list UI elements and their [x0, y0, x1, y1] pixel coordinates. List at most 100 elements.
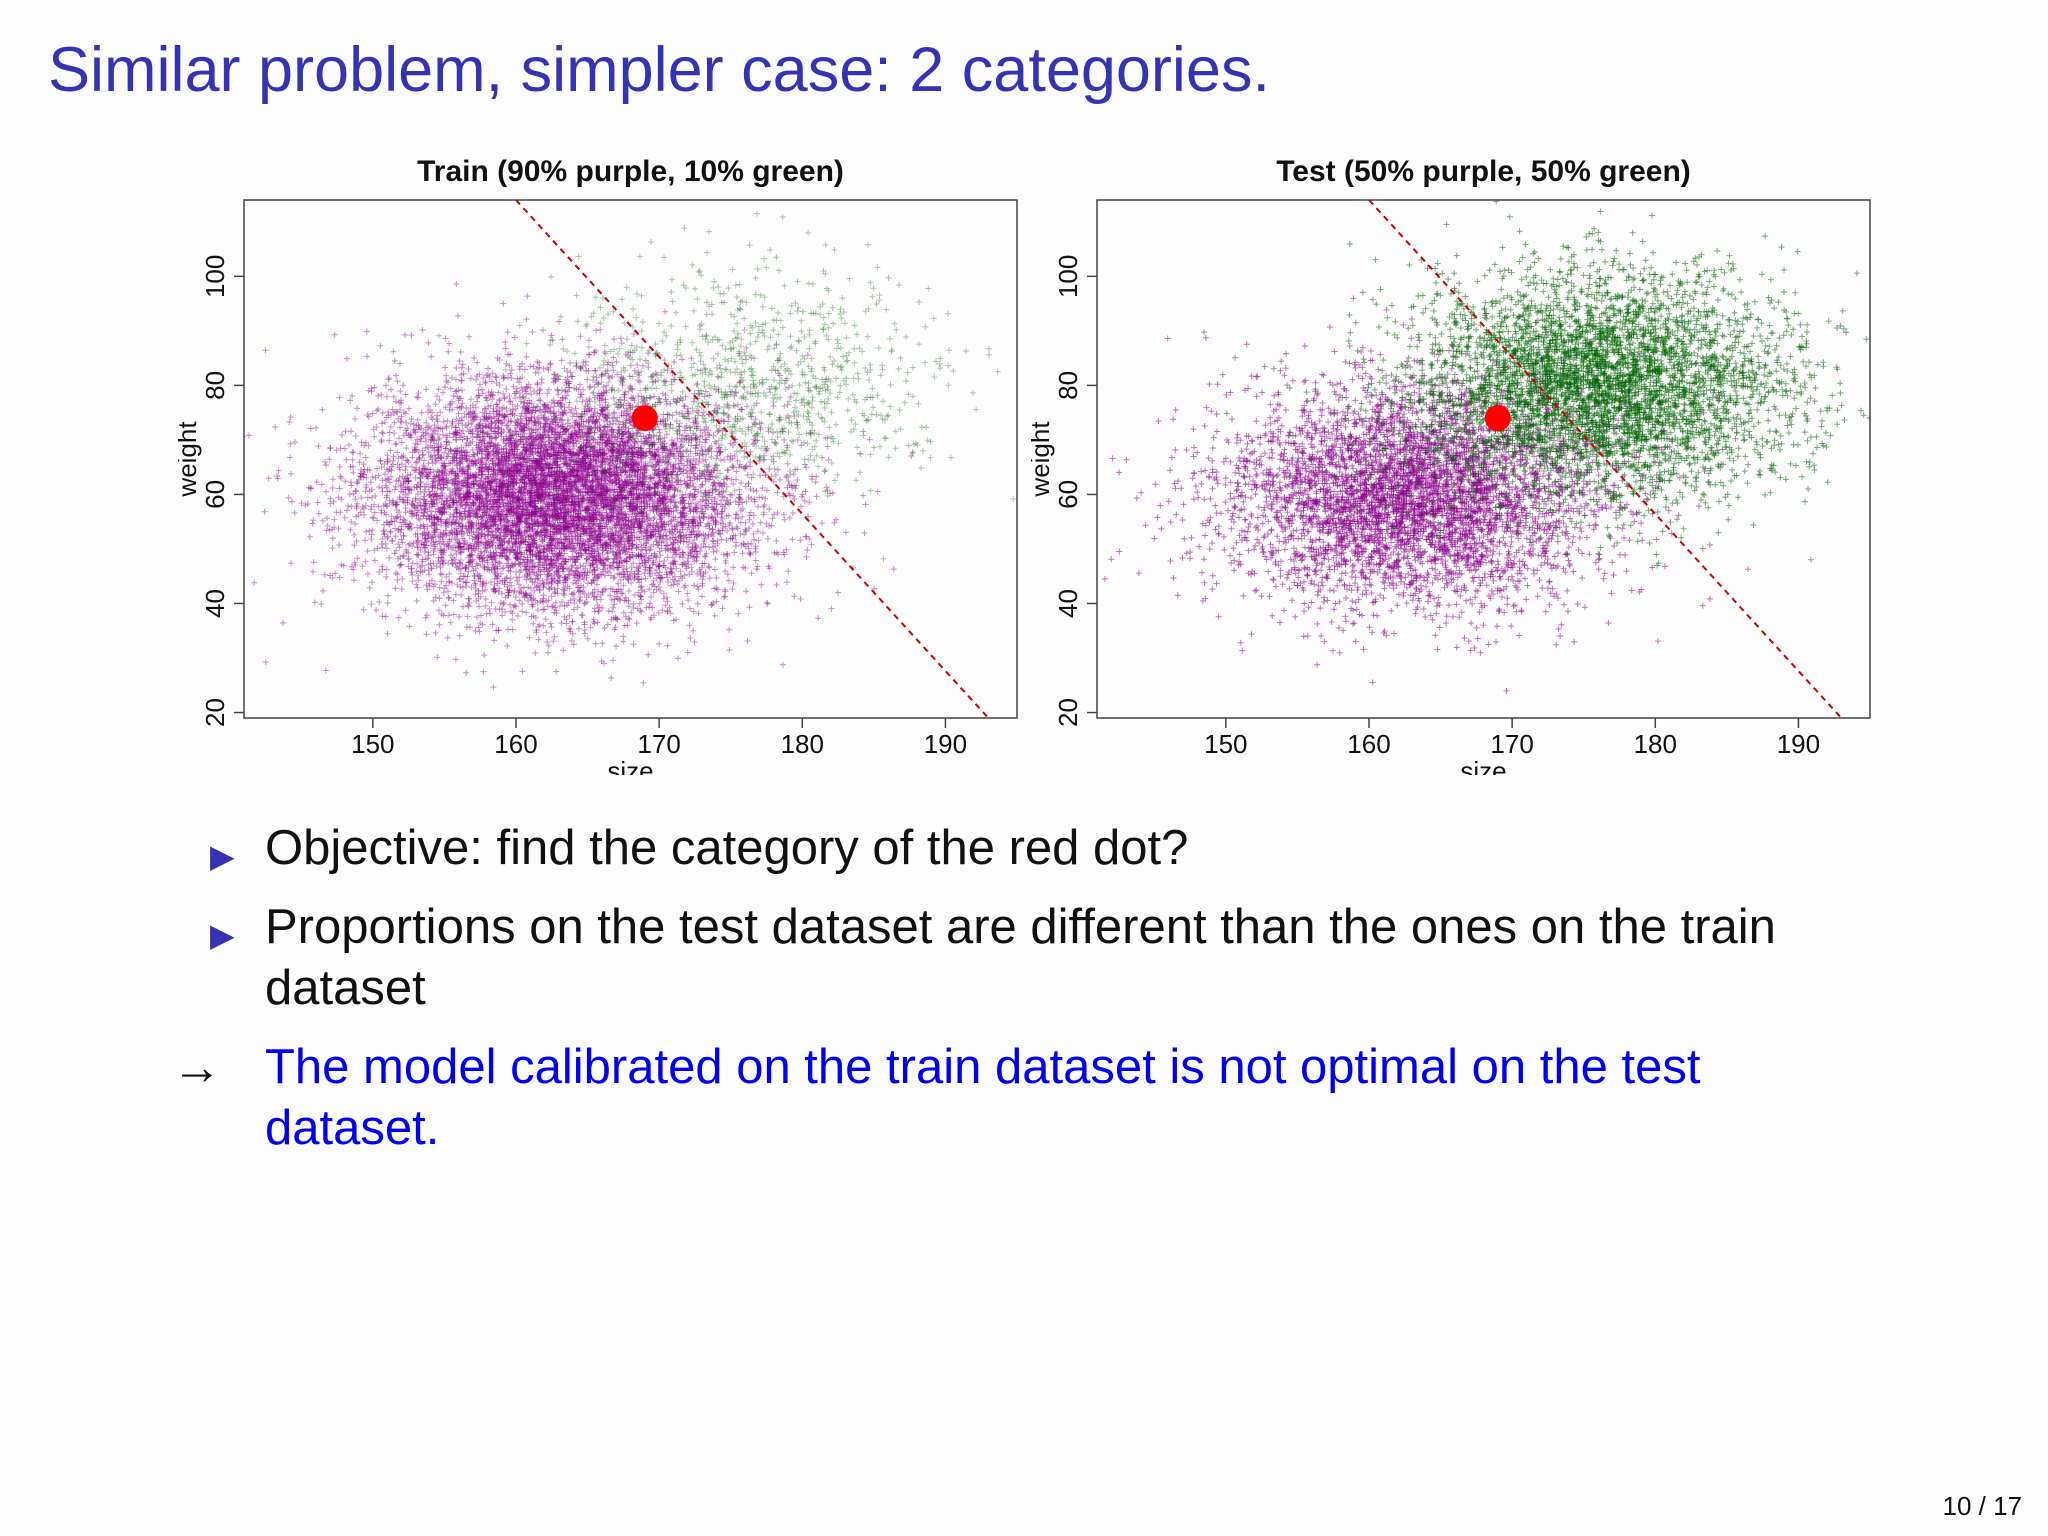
purple-point — [480, 507, 487, 514]
purple-point — [779, 661, 786, 668]
purple-point — [562, 528, 569, 535]
purple-point — [366, 584, 373, 591]
purple-point — [525, 570, 532, 577]
purple-point — [620, 566, 627, 573]
purple-point — [730, 564, 737, 571]
purple-point — [570, 507, 577, 514]
purple-point — [446, 570, 453, 577]
purple-point — [445, 612, 452, 619]
purple-point — [652, 553, 659, 560]
purple-point — [580, 422, 587, 429]
purple-point — [610, 657, 617, 664]
purple-point — [504, 329, 511, 336]
purple-point — [715, 374, 722, 381]
purple-point — [387, 447, 394, 454]
purple-point — [713, 598, 720, 605]
purple-point — [781, 436, 788, 443]
purple-point — [637, 490, 644, 497]
purple-point — [581, 480, 588, 487]
purple-point — [797, 537, 804, 544]
purple-point — [517, 540, 524, 547]
purple-point — [322, 458, 329, 465]
purple-point — [318, 601, 325, 608]
purple-point — [608, 426, 615, 433]
purple-point — [542, 616, 549, 623]
purple-point — [555, 447, 562, 454]
purple-point — [803, 553, 810, 560]
purple-point — [553, 668, 560, 675]
purple-point — [309, 520, 316, 527]
purple-point — [562, 579, 569, 586]
purple-point — [620, 558, 627, 565]
purple-point — [599, 468, 606, 475]
purple-point — [464, 468, 471, 475]
purple-point — [353, 487, 360, 494]
purple-point — [534, 607, 541, 614]
purple-point — [379, 536, 386, 543]
purple-point — [444, 588, 451, 595]
purple-point — [640, 679, 647, 686]
purple-point — [603, 455, 610, 462]
purple-point — [556, 444, 563, 451]
purple-point — [669, 545, 676, 552]
purple-point — [396, 495, 403, 502]
purple-point — [366, 488, 373, 495]
purple-point — [385, 592, 392, 599]
purple-point — [445, 348, 452, 355]
purple-point — [536, 390, 543, 397]
purple-point — [774, 510, 781, 517]
purple-point — [481, 524, 488, 531]
purple-point — [456, 613, 463, 620]
purple-point — [537, 407, 544, 414]
purple-point — [366, 527, 373, 534]
purple-point — [829, 489, 836, 496]
purple-point — [286, 419, 293, 426]
purple-point — [489, 391, 496, 398]
purple-point — [331, 516, 338, 523]
purple-point — [678, 481, 685, 488]
purple-point — [394, 378, 401, 385]
purple-point — [647, 565, 654, 572]
purple-point — [794, 476, 801, 483]
purple-point — [646, 547, 653, 554]
purple-point — [351, 531, 358, 538]
purple-point — [489, 621, 496, 628]
purple-point — [627, 362, 634, 369]
purple-point — [566, 612, 573, 619]
purple-point — [577, 477, 584, 484]
purple-point — [736, 486, 743, 493]
purple-point — [600, 452, 607, 459]
purple-point — [490, 518, 497, 525]
purple-point — [453, 280, 460, 287]
purple-point — [528, 463, 535, 470]
purple-point — [369, 473, 376, 480]
purple-point — [780, 511, 787, 518]
purple-point — [766, 506, 773, 513]
purple-point — [432, 629, 439, 636]
purple-point — [488, 599, 495, 606]
purple-point — [377, 342, 384, 349]
purple-point — [364, 548, 371, 555]
purple-point — [716, 530, 723, 537]
purple-point — [402, 391, 409, 398]
purple-point — [617, 576, 624, 583]
purple-point — [476, 628, 483, 635]
purple-point — [450, 392, 457, 399]
purple-point — [694, 600, 701, 607]
purple-point — [607, 536, 614, 543]
purple-point — [440, 589, 447, 596]
purple-point — [548, 415, 555, 422]
purple-point — [722, 568, 729, 575]
purple-point — [506, 398, 513, 405]
purple-point — [812, 479, 819, 486]
purple-point — [406, 405, 413, 412]
purple-point — [576, 421, 583, 428]
purple-point — [385, 409, 392, 416]
purple-point — [621, 557, 628, 564]
purple-point — [396, 544, 403, 551]
purple-point — [559, 336, 566, 343]
purple-point — [406, 623, 413, 630]
purple-point — [516, 597, 523, 604]
purple-point — [285, 494, 292, 501]
purple-point — [723, 473, 730, 480]
